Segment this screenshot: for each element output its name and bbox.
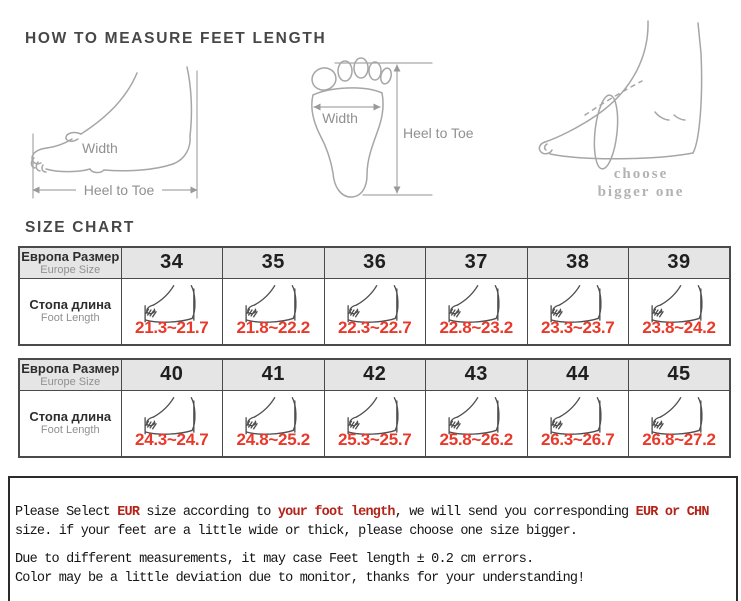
note-line-2: size. if your feet are a little wide or … (15, 524, 578, 539)
length-row-label-en: Foot Length (40, 424, 100, 437)
foot-length-value: 21.8~22.2 (236, 317, 311, 337)
note-text-highlight: EUR (117, 505, 140, 520)
size-value: 34 (120, 246, 223, 279)
foot-length-value: 24.8~25.2 (236, 429, 311, 449)
note-text: , we will send you corresponding (394, 505, 636, 520)
foot-top-view-illustration: Width Heel to Toe (311, 57, 474, 198)
size-header-row: Европа Размер Europe Size 34 35 36 37 38… (18, 246, 731, 279)
notes-box: Please Select EUR size according to your… (8, 476, 738, 601)
size-value: 42 (323, 358, 426, 391)
foot-length-cell: 26.3~26.7 (526, 389, 629, 458)
foot-side-view-illustration: Width Heel to Toe (30, 66, 198, 200)
size-row-label-en: Europe Size (40, 263, 101, 276)
size-value: 36 (323, 246, 426, 279)
choose-bigger-hint-line1: choose (614, 166, 669, 182)
size-row-label: Европа Размер Europe Size (18, 358, 122, 391)
foot-length-cell: 24.8~25.2 (222, 389, 325, 458)
top-heel-to-toe-label: Heel to Toe (403, 125, 474, 141)
length-row-label-ru: Стопа длина (29, 297, 112, 313)
foot-girth-illustration: choose bigger one (538, 20, 703, 200)
length-row-label: Стопа длина Foot Length (18, 277, 122, 346)
foot-length-row: Стопа длина Foot Length 21.3~21.7 21.8~2… (18, 277, 731, 346)
foot-length-value: 25.3~25.7 (338, 429, 412, 449)
foot-length-cell: 25.3~25.7 (323, 389, 426, 458)
size-value: 40 (120, 358, 223, 391)
foot-length-cell: 25.8~26.2 (425, 389, 528, 458)
size-value: 38 (526, 246, 629, 279)
note-text: size according to (139, 505, 278, 520)
note-text-highlight: EUR or CHN (635, 505, 710, 520)
foot-length-cell: 23.3~23.7 (526, 277, 629, 346)
size-value: 41 (222, 358, 325, 391)
foot-length-value: 23.3~23.7 (541, 317, 615, 337)
size-value: 35 (222, 246, 325, 279)
size-header-row: Европа Размер Europe Size 40 41 42 43 44… (18, 358, 731, 391)
size-row-label-en: Europe Size (40, 375, 101, 388)
foot-length-cell: 22.8~23.2 (425, 277, 528, 346)
foot-length-cell: 24.3~24.7 (120, 389, 223, 458)
foot-length-cell: 21.8~22.2 (222, 277, 325, 346)
length-row-label-ru: Стопа длина (29, 409, 112, 425)
size-value: 43 (425, 358, 528, 391)
measure-section-title: HOW TO MEASURE FEET LENGTH (25, 30, 327, 47)
foot-length-value: 26.3~26.7 (541, 429, 615, 449)
note-text: Please Select (15, 505, 118, 520)
foot-length-cell: 23.8~24.2 (628, 277, 731, 346)
foot-length-cell: 21.3~21.7 (120, 277, 223, 346)
size-row-label: Европа Размер Europe Size (18, 246, 122, 279)
size-value: 37 (425, 246, 528, 279)
foot-length-value: 26.8~27.2 (642, 429, 716, 449)
note-line-1: Please Select EUR size according to your… (15, 503, 736, 522)
foot-length-value: 25.8~26.2 (439, 429, 514, 449)
choose-bigger-hint-line2: bigger one (598, 184, 685, 200)
size-row-label-ru: Европа Размер (21, 248, 120, 264)
size-chart-table-2: Европа Размер Europe Size 40 41 42 43 44… (18, 358, 731, 458)
size-row-label-ru: Европа Размер (21, 360, 120, 376)
length-row-label: Стопа длина Foot Length (18, 389, 122, 458)
size-chart-title: SIZE CHART (25, 219, 135, 236)
foot-length-row: Стопа длина Foot Length 24.3~24.7 24.8~2… (18, 389, 731, 458)
note-line-4: Color may be a little deviation due to m… (15, 571, 585, 586)
note-text-highlight: your foot length (277, 505, 396, 520)
size-value: 45 (628, 358, 731, 391)
foot-length-value: 21.3~21.7 (135, 317, 209, 337)
foot-length-value: 22.8~23.2 (439, 317, 514, 337)
foot-length-cell: 22.3~22.7 (323, 277, 426, 346)
note-line-3: Due to different measurements, it may ca… (15, 552, 534, 567)
foot-length-cell: 26.8~27.2 (628, 389, 731, 458)
note-group-sizing: Please Select EUR size according to your… (15, 503, 736, 541)
size-value: 39 (628, 246, 731, 279)
note-group-disclaimer: Due to different measurements, it may ca… (15, 550, 736, 588)
size-value: 44 (526, 358, 629, 391)
foot-length-value: 24.3~24.7 (135, 429, 209, 449)
foot-length-value: 22.3~22.7 (338, 317, 412, 337)
side-heel-to-toe-label: Heel to Toe (84, 182, 155, 198)
label-backdrop (76, 179, 162, 200)
side-width-label: Width (82, 140, 118, 156)
size-chart-table-1: Европа Размер Europe Size 34 35 36 37 38… (18, 246, 731, 346)
top-width-label: Width (322, 110, 358, 126)
length-row-label-en: Foot Length (40, 312, 100, 325)
foot-length-value: 23.8~24.2 (642, 317, 716, 337)
